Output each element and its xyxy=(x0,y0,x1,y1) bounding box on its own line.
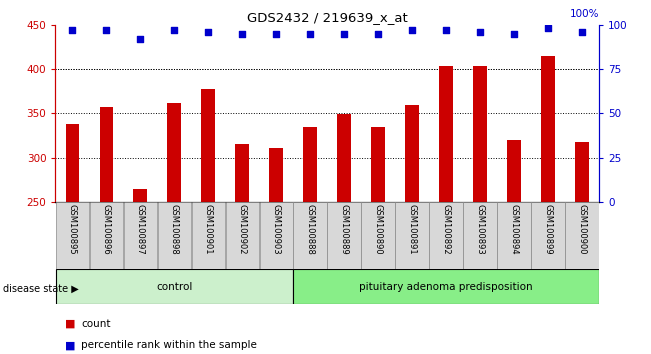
Bar xyxy=(133,188,147,202)
Bar xyxy=(225,202,259,269)
Bar xyxy=(56,202,89,269)
Point xyxy=(237,31,247,36)
Point xyxy=(135,36,145,42)
Bar xyxy=(294,269,598,304)
Bar xyxy=(430,202,463,269)
Bar xyxy=(473,67,487,202)
Text: 100%: 100% xyxy=(570,10,599,19)
Point xyxy=(169,27,180,33)
Point xyxy=(203,29,214,35)
Bar xyxy=(497,202,531,269)
Bar xyxy=(236,144,249,202)
Bar xyxy=(565,202,598,269)
Bar xyxy=(66,124,79,202)
Point xyxy=(339,31,350,36)
Bar xyxy=(439,67,453,202)
Text: GSM100901: GSM100901 xyxy=(204,204,213,254)
Text: GSM100903: GSM100903 xyxy=(271,204,281,255)
Bar xyxy=(294,202,327,269)
Text: GSM100894: GSM100894 xyxy=(510,204,518,255)
Bar xyxy=(337,114,351,202)
Text: GSM100889: GSM100889 xyxy=(340,204,349,255)
Text: GSM100892: GSM100892 xyxy=(441,204,450,255)
Bar xyxy=(327,202,361,269)
Text: GSM100902: GSM100902 xyxy=(238,204,247,254)
Bar xyxy=(395,202,429,269)
Text: percentile rank within the sample: percentile rank within the sample xyxy=(81,340,257,350)
Bar xyxy=(260,202,293,269)
Bar xyxy=(303,127,317,202)
Text: GSM100900: GSM100900 xyxy=(577,204,587,254)
Bar xyxy=(158,202,191,269)
Point xyxy=(373,31,383,36)
Text: GSM100899: GSM100899 xyxy=(544,204,553,255)
Bar xyxy=(191,202,225,269)
Point xyxy=(509,31,519,36)
Text: GSM100893: GSM100893 xyxy=(475,204,484,255)
Point xyxy=(271,31,281,36)
Bar xyxy=(406,105,419,202)
Bar xyxy=(100,107,113,202)
Bar xyxy=(90,202,123,269)
Bar xyxy=(541,56,555,202)
Bar xyxy=(371,127,385,202)
Bar xyxy=(56,269,293,304)
Bar xyxy=(361,202,395,269)
Point xyxy=(101,27,111,33)
Bar xyxy=(270,148,283,202)
Point xyxy=(475,29,485,35)
Point xyxy=(441,27,451,33)
Text: ■: ■ xyxy=(65,319,76,329)
Point xyxy=(67,27,77,33)
Text: GSM100898: GSM100898 xyxy=(170,204,179,255)
Point xyxy=(407,27,417,33)
Bar xyxy=(124,202,157,269)
Text: count: count xyxy=(81,319,111,329)
Text: GSM100890: GSM100890 xyxy=(374,204,383,255)
Bar xyxy=(575,142,589,202)
Text: ■: ■ xyxy=(65,340,76,350)
Bar xyxy=(531,202,564,269)
Bar xyxy=(201,88,215,202)
Title: GDS2432 / 219639_x_at: GDS2432 / 219639_x_at xyxy=(247,11,408,24)
Point xyxy=(577,29,587,35)
Text: GSM100897: GSM100897 xyxy=(136,204,145,255)
Text: disease state ▶: disease state ▶ xyxy=(3,284,79,293)
Bar xyxy=(464,202,497,269)
Bar xyxy=(167,103,181,202)
Text: control: control xyxy=(156,282,193,292)
Text: GSM100896: GSM100896 xyxy=(102,204,111,255)
Text: pituitary adenoma predisposition: pituitary adenoma predisposition xyxy=(359,282,533,292)
Point xyxy=(305,31,315,36)
Text: GSM100888: GSM100888 xyxy=(305,204,314,255)
Text: GSM100891: GSM100891 xyxy=(408,204,417,255)
Text: GSM100895: GSM100895 xyxy=(68,204,77,255)
Bar xyxy=(507,140,521,202)
Point xyxy=(543,25,553,31)
